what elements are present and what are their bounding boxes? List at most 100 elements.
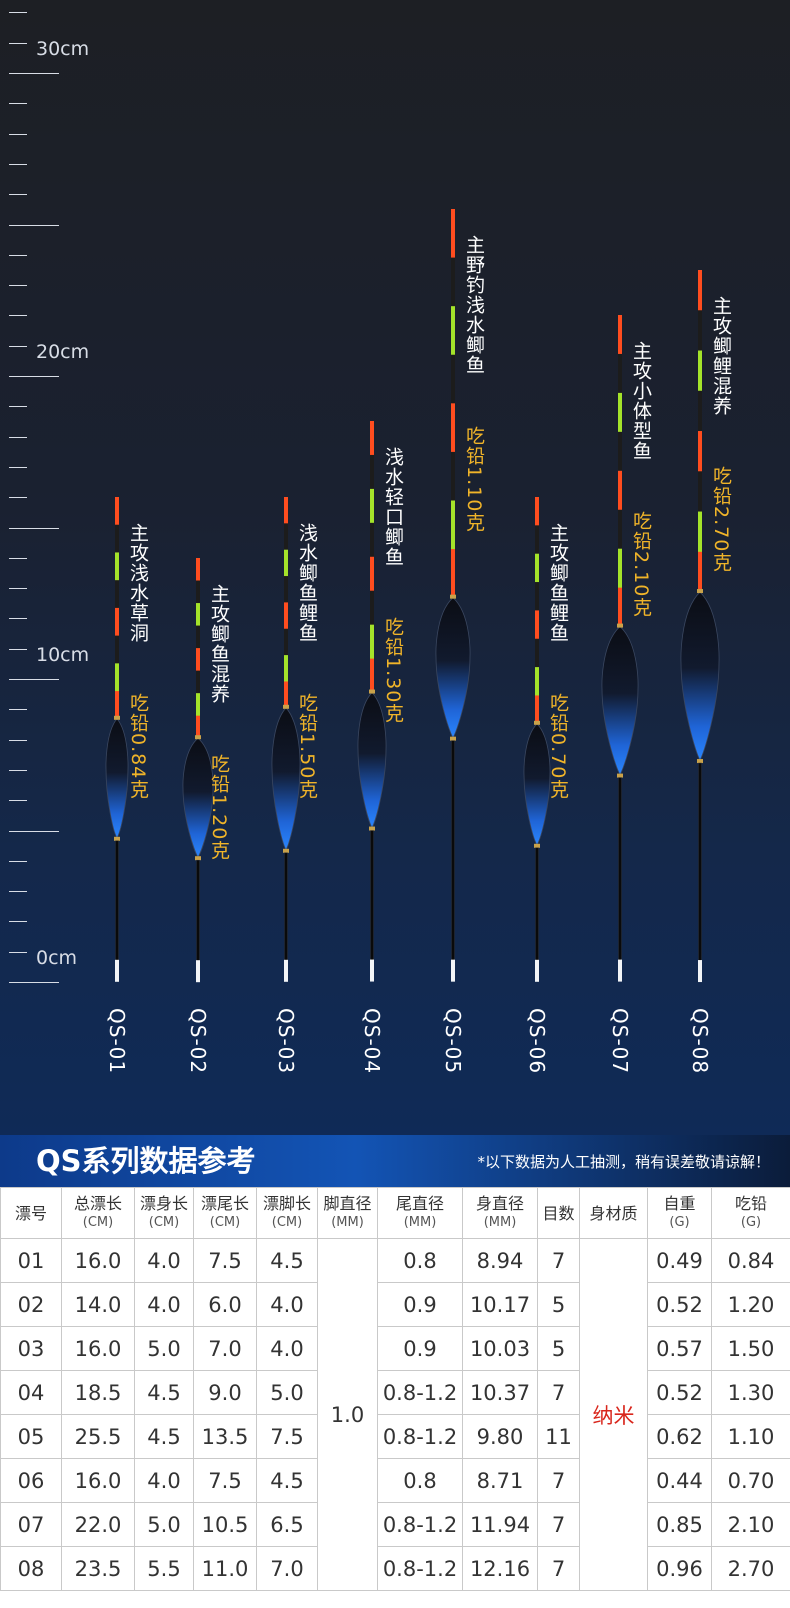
foot-collar bbox=[697, 758, 703, 763]
data-banner: QS系列数据参考 *以下数据为人工抽测，稍有误差敬请谅解！ bbox=[0, 1135, 790, 1187]
table-cell: 10.03 bbox=[462, 1326, 538, 1371]
table-cell: 4.5 bbox=[256, 1458, 318, 1503]
column-header-label: 漂身长 bbox=[139, 1194, 188, 1213]
table-cell: 25.5 bbox=[61, 1414, 135, 1459]
tail-segment bbox=[284, 497, 288, 525]
ruler-label: 20cm bbox=[36, 341, 90, 363]
product-showcase: 30cm 20cm 10cm 0cm 主攻浅水草洞 吃铅0.84克 QS-01 主攻鲫鱼混养… bbox=[0, 0, 790, 1135]
tail-segment bbox=[115, 497, 119, 526]
table-cell: 6.0 bbox=[193, 1282, 257, 1327]
table-cell: 1.10 bbox=[711, 1414, 790, 1459]
tail-segment bbox=[284, 628, 288, 656]
column-header: 吃铅 (G) bbox=[711, 1187, 790, 1239]
tail-segment bbox=[115, 552, 119, 581]
float-lead-weight: 吃铅2.10克 bbox=[630, 511, 652, 618]
float-code: QS-05 bbox=[441, 1008, 465, 1075]
column-header-unit: (MM) bbox=[483, 1215, 517, 1230]
column-header-unit: (G) bbox=[669, 1215, 690, 1230]
table-cell: 03 bbox=[0, 1326, 62, 1371]
tail-segment bbox=[196, 670, 200, 694]
table-cell: 16.0 bbox=[61, 1326, 135, 1371]
column-header-label: 尾直径 bbox=[395, 1194, 444, 1213]
material-cell: 纳米 bbox=[579, 1238, 648, 1591]
table-cell: 0.49 bbox=[647, 1238, 712, 1283]
tail-segment bbox=[698, 390, 702, 432]
foot-diameter-cell: 1.0 bbox=[317, 1238, 378, 1591]
column-header-unit: (CM) bbox=[209, 1215, 241, 1230]
ruler-tick bbox=[9, 618, 27, 620]
table-cell: 11 bbox=[537, 1414, 580, 1459]
tail-segment bbox=[370, 421, 374, 456]
tail-segment bbox=[196, 625, 200, 649]
tail-segment bbox=[535, 667, 539, 697]
tail-segment bbox=[196, 692, 200, 716]
ruler-tick bbox=[9, 133, 27, 135]
table-cell: 0.52 bbox=[647, 1370, 712, 1415]
table-cell: 0.62 bbox=[647, 1414, 712, 1459]
float-code: QS-06 bbox=[525, 1008, 549, 1075]
tail-segment bbox=[115, 524, 119, 554]
column-header-label: 漂尾长 bbox=[200, 1194, 249, 1213]
ruler-tick bbox=[9, 285, 27, 287]
table-cell: 01 bbox=[0, 1238, 62, 1283]
ruler-tick bbox=[9, 406, 27, 408]
float-lead-weight: 吃铅1.20克 bbox=[208, 753, 230, 861]
table-cell: 2.70 bbox=[711, 1546, 790, 1591]
foot-tip bbox=[370, 959, 374, 982]
ruler-tick bbox=[9, 951, 27, 953]
table-cell: 4.0 bbox=[256, 1282, 318, 1327]
table-cell: 0.9 bbox=[377, 1326, 463, 1371]
tail-segment bbox=[535, 497, 539, 527]
tail-segment bbox=[284, 576, 288, 604]
column-header: 尾直径 (MM) bbox=[377, 1187, 463, 1239]
tail-segment bbox=[196, 602, 200, 626]
ruler-tick bbox=[9, 679, 59, 680]
float-code: QS-08 bbox=[688, 1008, 712, 1075]
table-cell: 4.0 bbox=[134, 1458, 194, 1503]
tail-segment bbox=[370, 557, 374, 592]
table-cell: 23.5 bbox=[61, 1546, 135, 1591]
table-cell: 10.5 bbox=[193, 1502, 257, 1547]
tail-segment bbox=[115, 691, 119, 720]
tail-segment bbox=[698, 511, 702, 553]
float-foot bbox=[618, 777, 622, 963]
float-foot bbox=[698, 762, 702, 963]
ruler-tick bbox=[9, 436, 27, 438]
table-cell: 0.8-1.2 bbox=[377, 1502, 463, 1547]
float-qs-02 bbox=[182, 557, 214, 982]
table-cell: 11.0 bbox=[193, 1546, 257, 1591]
tail-segment bbox=[698, 350, 702, 392]
table-cell: 16.0 bbox=[61, 1238, 135, 1283]
ruler: 30cm 20cm 10cm 0cm bbox=[0, 0, 120, 1135]
tail-segment bbox=[618, 354, 622, 394]
column-header-label: 目数 bbox=[542, 1203, 575, 1223]
column-header: 自重 (G) bbox=[647, 1187, 712, 1239]
table-cell: 8.71 bbox=[462, 1458, 538, 1503]
column-header: 总漂长 (CM) bbox=[61, 1187, 135, 1239]
tail-segment bbox=[451, 306, 455, 356]
ruler-tick bbox=[9, 739, 27, 741]
ruler-label: 0cm bbox=[36, 947, 78, 969]
float-name: 浅水鲫鱼鲤鱼 bbox=[296, 523, 318, 644]
float-code: QS-04 bbox=[360, 1008, 384, 1075]
float-foot bbox=[196, 859, 200, 963]
foot-tip bbox=[698, 959, 702, 982]
tail-segment bbox=[284, 602, 288, 630]
float-foot bbox=[451, 740, 455, 963]
tail-collar bbox=[617, 623, 623, 628]
table-cell: 7 bbox=[537, 1458, 580, 1503]
tail-segment bbox=[115, 663, 119, 692]
table-cell: 04 bbox=[0, 1370, 62, 1415]
column-header-unit: (MM) bbox=[403, 1215, 437, 1230]
float-qs-08 bbox=[680, 269, 720, 982]
float-lineup: 主攻浅水草洞 吃铅0.84克 QS-01 主攻鲫鱼混养 吃铅1.20克 QS-02 浅水鲫鱼… bbox=[105, 209, 732, 1075]
table-row: 08 23.5 5.5 11.0 7.0 0.8-1.2 12.16 7 0.96 2.70 bbox=[0, 1546, 790, 1591]
ruler-tick bbox=[9, 588, 27, 590]
column-header-unit: (CM) bbox=[82, 1215, 114, 1230]
float-code: QS-07 bbox=[608, 1008, 632, 1075]
column-header-unit: (G) bbox=[740, 1215, 762, 1230]
column-header: 漂尾长 (CM) bbox=[193, 1187, 257, 1239]
ruler-tick bbox=[9, 830, 59, 832]
table-cell: 7.0 bbox=[193, 1326, 257, 1371]
table-cell: 13.5 bbox=[193, 1414, 257, 1459]
